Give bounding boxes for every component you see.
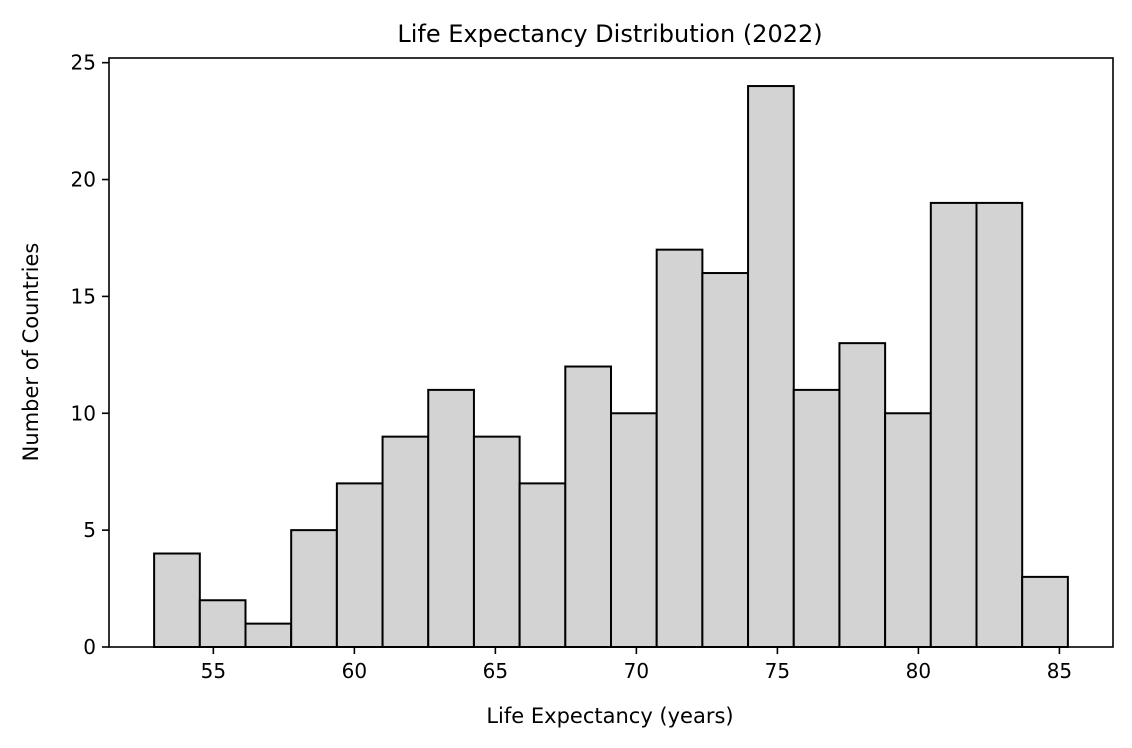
- x-tick-label: 85: [1047, 659, 1072, 683]
- histogram-bar: [381, 435, 430, 648]
- y-axis-title: Number of Countries: [19, 243, 43, 462]
- histogram-bar: [518, 482, 567, 648]
- x-tick-label: 65: [483, 659, 508, 683]
- chart-title: Life Expectancy Distribution (2022): [397, 20, 822, 48]
- x-axis-title: Life Expectancy (years): [486, 704, 733, 728]
- x-tick-label: 70: [624, 659, 649, 683]
- histogram-bar: [427, 388, 475, 648]
- histogram-bar: [1021, 575, 1069, 649]
- histogram-bar: [792, 388, 841, 648]
- histogram-bar: [610, 412, 658, 648]
- x-axis: 55 60 65 70 75 80 85: [201, 647, 1072, 683]
- histogram-bar: [838, 342, 887, 648]
- x-tick-label: 55: [201, 659, 226, 683]
- histogram-bar: [198, 599, 247, 648]
- histogram-bar: [335, 482, 384, 648]
- y-tick-label: 20: [71, 168, 96, 192]
- y-tick-label: 5: [83, 518, 96, 542]
- x-tick-label: 60: [342, 659, 367, 683]
- histogram-bar: [290, 529, 338, 649]
- histogram-bar: [884, 412, 932, 648]
- plot-frame: [108, 57, 1114, 648]
- histogram-bar: [655, 248, 704, 649]
- y-tick-label: 0: [83, 635, 96, 659]
- x-tick-label: 75: [765, 659, 790, 683]
- y-tick-label: 10: [71, 401, 96, 425]
- histogram-bar: [244, 622, 293, 649]
- histogram-bar: [701, 272, 750, 648]
- y-axis: 0 5 10 15 20 25: [71, 51, 109, 659]
- histogram-bar: [929, 201, 978, 649]
- histogram-bar: [153, 552, 201, 648]
- histogram-bar: [564, 365, 613, 648]
- y-tick-label: 15: [71, 284, 96, 308]
- histogram-bar: [747, 85, 795, 649]
- histogram-bar: [975, 201, 1024, 649]
- histogram-bar: [472, 435, 521, 648]
- y-tick-label: 25: [71, 51, 96, 75]
- bars-group: [153, 85, 1069, 649]
- x-tick-label: 80: [906, 659, 931, 683]
